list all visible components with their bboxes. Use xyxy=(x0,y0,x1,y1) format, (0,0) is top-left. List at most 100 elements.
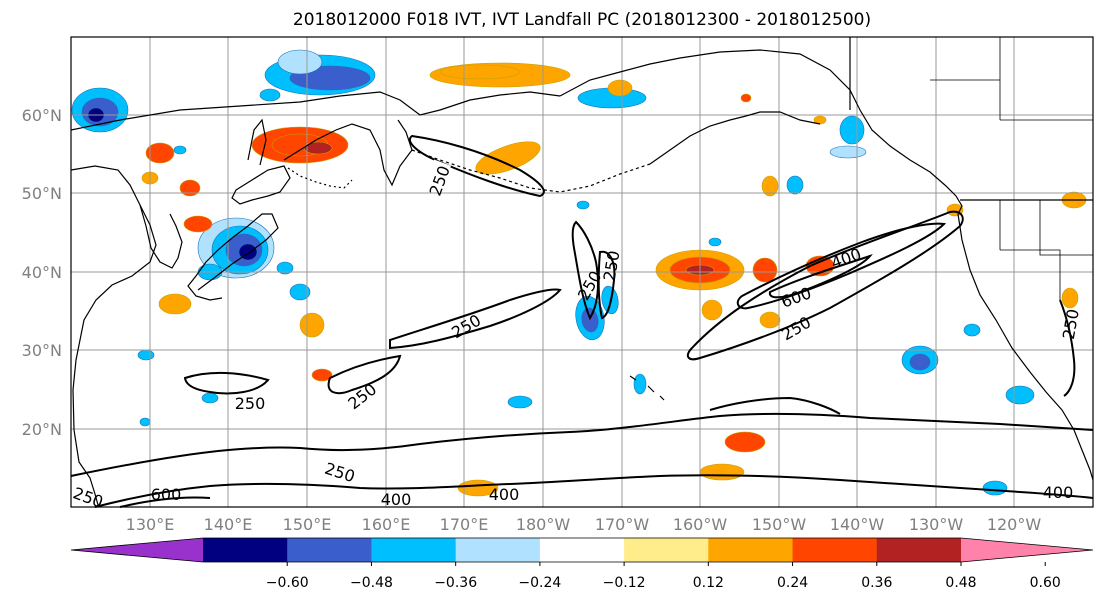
sakhalin-coastline xyxy=(247,118,267,166)
positive-anomaly-region xyxy=(311,368,333,382)
colorbar-tick-label: −0.48 xyxy=(350,575,393,591)
contour-label: 400 xyxy=(381,490,412,509)
negative-anomaly-region xyxy=(139,417,151,427)
positive-anomaly-region xyxy=(475,141,541,175)
aleutian-islands xyxy=(411,149,651,193)
positive-anomaly-region xyxy=(759,311,781,329)
colorbar-segment xyxy=(539,538,625,562)
contour-250-west xyxy=(327,354,402,395)
north-america-coastline xyxy=(957,213,1094,481)
positive-anomaly-region xyxy=(183,215,213,233)
colorbar-segment xyxy=(624,538,709,562)
colorbar-extend-max xyxy=(961,538,1093,562)
negative-anomaly-region xyxy=(259,88,281,102)
asia-coastline xyxy=(70,165,157,506)
positive-anomaly-region xyxy=(752,257,778,283)
map-frame xyxy=(70,36,1094,508)
negative-anomaly-region xyxy=(137,349,155,361)
latitude-label: 30°N xyxy=(22,341,62,360)
contour-label: 400 xyxy=(1043,483,1074,502)
contour-label: 600 xyxy=(151,485,182,504)
map-panel: 250 250 250 250 250 250 250 400 600 250 … xyxy=(70,36,1094,512)
contour-250-south xyxy=(70,412,1094,477)
negative-anomaly-region xyxy=(173,145,187,155)
longitude-label: 180°W xyxy=(516,515,571,534)
coastlines xyxy=(70,37,1094,506)
negative-anomaly-region xyxy=(786,175,804,195)
latitude-label: 40°N xyxy=(22,263,62,282)
korea-coastline xyxy=(139,204,183,269)
positive-anomaly-region xyxy=(699,463,745,481)
latitude-label: 60°N xyxy=(22,106,62,125)
negative-anomaly-region xyxy=(289,283,311,301)
contour-400-ar xyxy=(736,222,947,310)
colorbar-tick-label: 0.24 xyxy=(777,575,808,591)
colorbar-tick-label: −0.36 xyxy=(434,575,477,591)
contour-250-coast xyxy=(1059,299,1076,397)
hokkaido-coastline xyxy=(231,165,291,205)
longitude-label: 150°E xyxy=(283,515,332,534)
negative-anomaly-region xyxy=(276,261,294,275)
positive-anomaly-region xyxy=(607,79,633,97)
colorbar-tick-label: 0.36 xyxy=(861,575,892,591)
colorbar: −0.60 −0.48 −0.36 −0.24 −0.12 0.12 0.24 0.36 0.4… xyxy=(70,537,1094,591)
latitude-label: 50°N xyxy=(22,184,62,203)
longitude-label: 160°W xyxy=(673,515,728,534)
contour-250-small xyxy=(183,371,270,395)
colorbar-tick-label: −0.12 xyxy=(603,575,646,591)
siberia-coastline xyxy=(70,91,561,131)
contour-250-ar xyxy=(686,210,964,361)
colorbar-segment xyxy=(371,538,457,562)
negative-anomaly-region xyxy=(839,115,865,145)
contour-label: 250 xyxy=(235,394,266,413)
hawaii-islands xyxy=(629,375,665,401)
colorbar-tick-label: −0.60 xyxy=(266,575,309,591)
longitude-label: 150°W xyxy=(752,515,807,534)
colorbar-tick-label: 0.60 xyxy=(1030,575,1061,591)
longitude-label: 160°E xyxy=(362,515,411,534)
colorbar-tick-label: −0.24 xyxy=(518,575,561,591)
negative-anomaly-region xyxy=(507,395,533,409)
negative-anomaly-region xyxy=(708,237,722,247)
contour-250-central xyxy=(389,288,562,350)
positive-anomaly-region xyxy=(158,293,192,315)
negative-anomaly-region xyxy=(601,285,619,315)
positive-anomaly-region xyxy=(1061,287,1079,309)
positive-anomaly-region xyxy=(145,142,175,164)
positive-anomaly-region xyxy=(761,175,779,197)
negative-anomaly-region xyxy=(201,392,219,404)
longitude-label: 170°E xyxy=(440,515,489,534)
contour-250-kamchatka xyxy=(409,134,545,198)
contour-600-ar xyxy=(768,253,873,299)
colorbar-segment xyxy=(792,538,878,562)
positive-anomaly-region xyxy=(299,312,325,338)
contour-label: 400 xyxy=(489,485,520,504)
contour-250-island xyxy=(571,220,599,321)
state-borders xyxy=(999,200,1093,300)
positive-anomaly-region xyxy=(740,93,752,103)
negative-anomaly-region xyxy=(829,145,867,159)
positive-anomaly-region xyxy=(439,64,521,80)
colorbar-outline xyxy=(70,537,1094,563)
contour-250-arm xyxy=(597,250,616,320)
latitude-labels: 60°N 50°N 40°N 30°N 20°N xyxy=(22,106,62,439)
negative-anomaly-region xyxy=(963,323,981,337)
colorbar-segment xyxy=(708,538,794,562)
colorbar-segment xyxy=(287,538,372,562)
colorbar-tick-label: 0.12 xyxy=(693,575,724,591)
longitude-label: 140°W xyxy=(830,515,885,534)
longitude-label: 140°E xyxy=(204,515,253,534)
negative-anomaly-region xyxy=(576,200,590,210)
map-title: 2018012000 F018 IVT, IVT Landfall PC (20… xyxy=(293,10,871,30)
pc-shading xyxy=(71,49,1087,497)
ivt-contours xyxy=(70,134,1094,508)
colorbar-extend-min xyxy=(71,538,203,562)
colorbar-tick-label: 0.48 xyxy=(945,575,976,591)
colorbar-segment xyxy=(203,538,288,562)
longitude-label: 130°W xyxy=(909,515,964,534)
negative-anomaly-region xyxy=(277,49,323,75)
latitude-label: 20°N xyxy=(22,420,62,439)
negative-anomaly-region xyxy=(909,353,931,371)
longitude-label: 120°W xyxy=(987,515,1042,534)
